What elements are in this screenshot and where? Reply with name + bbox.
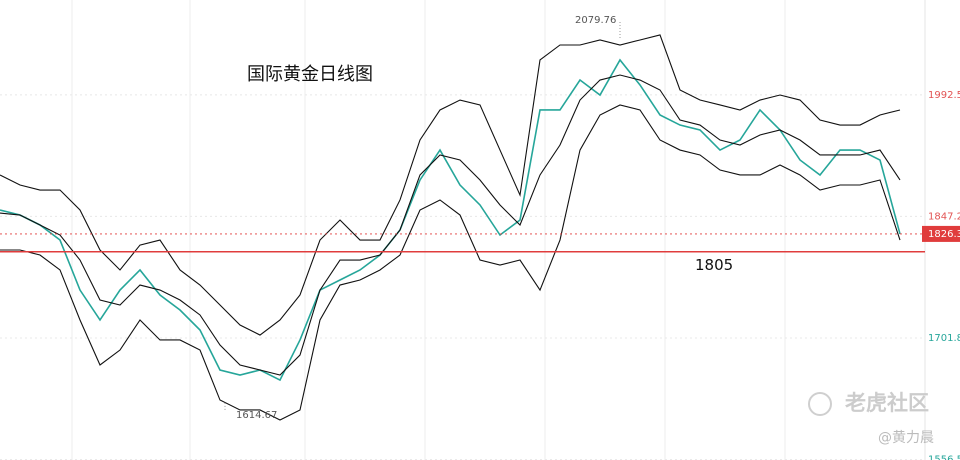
watermark-logo [808,392,832,416]
vertical-grid [71,0,786,460]
watermark-author: @黄力晨 [878,429,934,446]
y-tick-label: 1701.87 [928,333,960,344]
band-line [0,104,901,421]
watermark-brand: 老虎社区 [845,391,929,415]
y-tick-label: 1992.56 [928,90,960,101]
high-label: 2079.76 [575,15,616,26]
price-line [0,58,901,382]
y-tick-label: 1556.5 [928,455,960,460]
y-tick-label: 1847.22 [928,211,960,222]
band-line [0,74,901,376]
last-price-label: 1826.32 [928,229,960,240]
low-label: 1614.67 [236,410,277,421]
last-price-tag [922,225,960,242]
support-label: 1805 [695,256,733,274]
band-line [0,34,901,336]
chart-title: 国际黄金日线图 [247,64,373,85]
watermark: 老虎社区 @黄力晨 [808,391,934,446]
